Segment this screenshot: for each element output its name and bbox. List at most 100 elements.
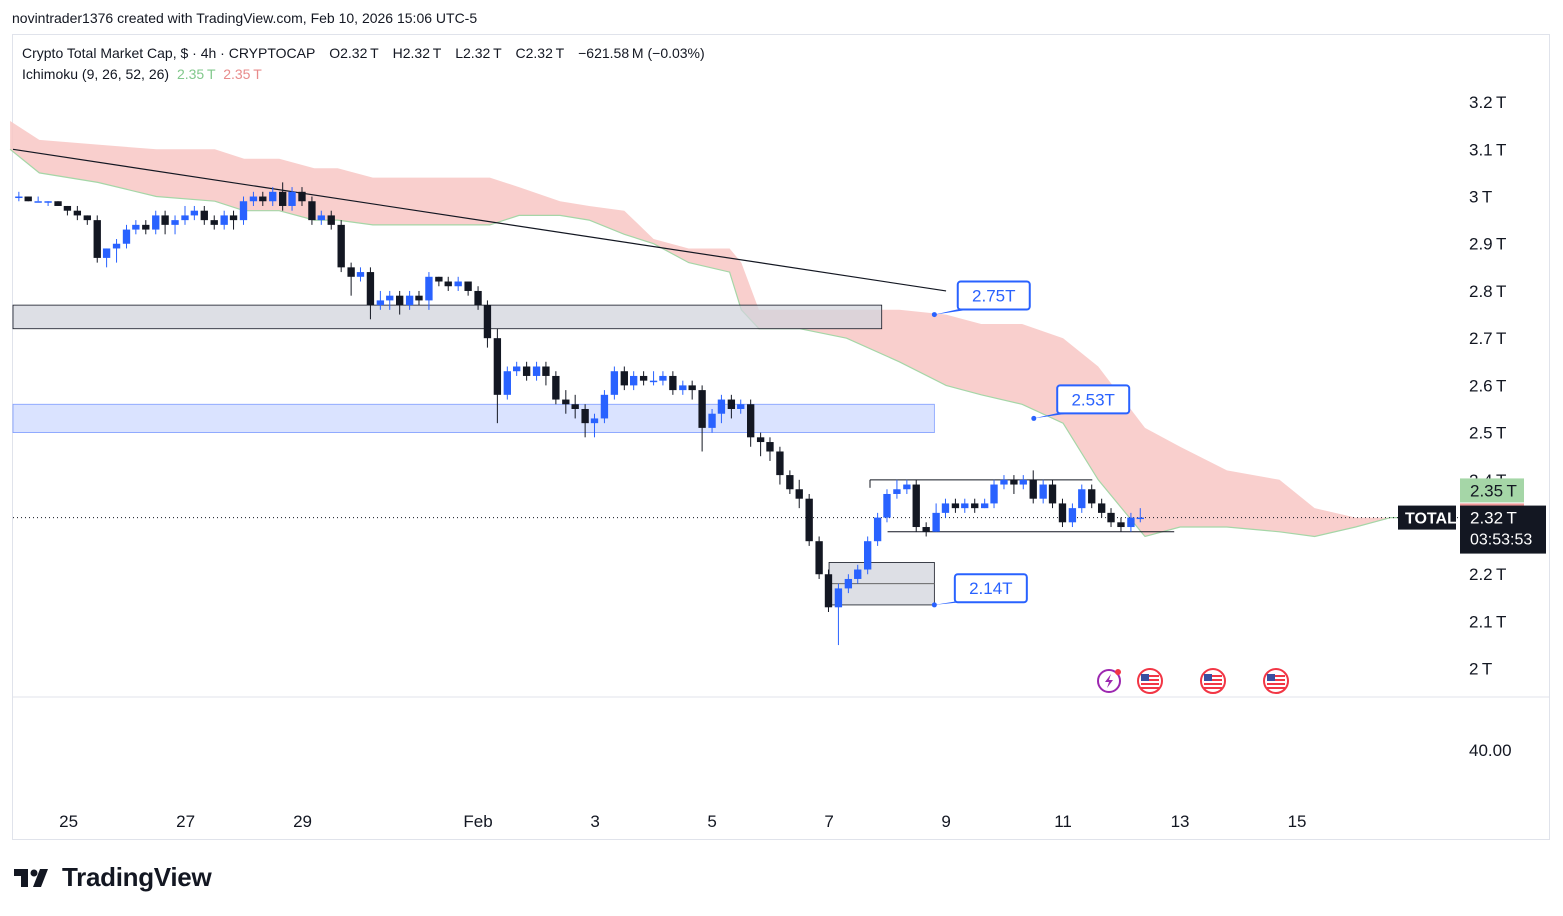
candle-bearish[interactable] <box>1010 479 1018 485</box>
candle-bearish[interactable] <box>1048 484 1057 504</box>
candle-bearish[interactable] <box>366 272 375 306</box>
candle-bearish[interactable] <box>63 205 72 211</box>
indicator-name[interactable]: Ichimoku (9, 26, 52, 26) <box>22 66 170 82</box>
candle-bearish[interactable] <box>951 503 960 509</box>
candle-bullish[interactable] <box>737 404 745 409</box>
candle-bearish[interactable] <box>347 267 355 277</box>
candle-bearish[interactable] <box>54 201 62 206</box>
candle-bullish[interactable] <box>15 196 23 199</box>
candle-bearish[interactable] <box>337 224 345 268</box>
candle-bullish[interactable] <box>288 191 296 206</box>
candle-bearish[interactable] <box>483 305 492 339</box>
legend-indicator[interactable]: Ichimoku (9, 26, 52, 26) 2.35 T 2.35 T <box>22 66 262 82</box>
candle-bullish[interactable] <box>376 300 385 306</box>
candle-bullish[interactable] <box>122 229 131 244</box>
candle-bearish[interactable] <box>327 215 335 225</box>
candle-bearish[interactable] <box>259 196 267 202</box>
candle-bullish[interactable] <box>249 196 258 202</box>
candle-bearish[interactable] <box>912 484 920 528</box>
candle-bullish[interactable] <box>941 503 950 513</box>
candle-bullish[interactable] <box>980 503 989 509</box>
candle-bearish[interactable] <box>435 276 443 282</box>
candle-bearish[interactable] <box>795 489 803 499</box>
candle-bearish[interactable] <box>571 404 579 409</box>
candle-bullish[interactable] <box>883 493 891 518</box>
candle-bearish[interactable] <box>1058 503 1067 523</box>
candle-bearish[interactable] <box>727 399 736 409</box>
tradingview-logo[interactable]: TradingView <box>14 862 212 893</box>
candle-bullish[interactable] <box>834 588 843 608</box>
candle-bearish[interactable] <box>493 338 502 395</box>
candle-bearish[interactable] <box>308 201 316 221</box>
candle-bearish[interactable] <box>542 366 550 376</box>
candle-bullish[interactable] <box>181 215 189 221</box>
candle-bullish[interactable] <box>854 569 862 579</box>
candle-bearish[interactable] <box>24 196 32 202</box>
candle-bearish[interactable] <box>552 375 560 400</box>
candle-bearish[interactable] <box>815 541 823 575</box>
candle-bullish[interactable] <box>132 224 140 230</box>
candle-bearish[interactable] <box>210 220 218 225</box>
candle-bullish[interactable] <box>1039 484 1047 499</box>
candle-bullish[interactable] <box>44 201 52 203</box>
callout-box[interactable] <box>1056 384 1131 415</box>
candle-bullish[interactable] <box>903 484 911 490</box>
candle-bullish[interactable] <box>454 281 462 287</box>
candle-bullish[interactable] <box>317 215 325 221</box>
candle-bullish[interactable] <box>513 366 521 372</box>
candle-bearish[interactable] <box>688 385 696 391</box>
candle-bearish[interactable] <box>464 281 472 291</box>
candle-bearish[interactable] <box>669 375 677 391</box>
candle-bullish[interactable] <box>649 380 658 383</box>
blue-zone[interactable] <box>12 403 935 433</box>
candle-bearish[interactable] <box>562 399 570 405</box>
candle-bullish[interactable] <box>1127 517 1135 528</box>
candle-bearish[interactable] <box>971 503 979 509</box>
candle-bearish[interactable] <box>698 390 706 428</box>
candle-bearish[interactable] <box>93 220 101 258</box>
candle-bullish[interactable] <box>708 413 716 428</box>
descending-trendline[interactable] <box>12 148 947 292</box>
candle-bearish[interactable] <box>786 475 794 490</box>
candle-bearish[interactable] <box>766 442 774 452</box>
candle-bearish[interactable] <box>639 375 648 381</box>
candle-bearish[interactable] <box>1088 489 1096 504</box>
legend-symbol-title[interactable]: Crypto Total Market Cap, $ · 4h · CRYPTO… <box>22 45 316 61</box>
candle-bearish[interactable] <box>73 210 82 216</box>
candle-bearish[interactable] <box>298 191 306 202</box>
candle-bearish[interactable] <box>474 290 482 306</box>
candle-bullish[interactable] <box>863 541 872 570</box>
grey-resistance-zone[interactable] <box>12 304 883 330</box>
candle-bullish[interactable] <box>405 295 414 306</box>
candle-bullish[interactable] <box>893 489 901 494</box>
candle-bearish[interactable] <box>415 295 423 301</box>
candle-bearish[interactable] <box>161 215 169 225</box>
candle-bearish[interactable] <box>776 451 784 476</box>
candle-bullish[interactable] <box>961 503 969 509</box>
candle-bullish[interactable] <box>112 243 121 249</box>
candle-bullish[interactable] <box>102 248 111 258</box>
candle-bullish[interactable] <box>844 578 853 589</box>
candle-bullish[interactable] <box>152 215 160 230</box>
candle-bearish[interactable] <box>200 210 208 221</box>
candle-bullish[interactable] <box>659 375 667 381</box>
candle-bullish[interactable] <box>679 385 687 391</box>
candle-bullish[interactable] <box>1068 508 1077 523</box>
candle-bullish[interactable] <box>600 394 609 419</box>
candle-bullish[interactable] <box>220 215 228 225</box>
candle-bullish[interactable] <box>610 371 619 395</box>
candle-bearish[interactable] <box>83 215 91 221</box>
candle-bearish[interactable] <box>581 408 589 424</box>
candle-bullish[interactable] <box>873 517 882 542</box>
candle-bearish[interactable] <box>522 366 531 376</box>
candle-bullish[interactable] <box>630 375 638 386</box>
candle-bearish[interactable] <box>922 527 930 532</box>
candle-bearish[interactable] <box>1097 503 1106 513</box>
candle-bullish[interactable] <box>190 210 199 216</box>
candle-bullish[interactable] <box>239 201 248 221</box>
candle-bullish[interactable] <box>1136 517 1144 520</box>
candle-bearish[interactable] <box>279 191 287 206</box>
candle-bullish[interactable] <box>503 371 511 395</box>
candle-bullish[interactable] <box>171 220 179 225</box>
